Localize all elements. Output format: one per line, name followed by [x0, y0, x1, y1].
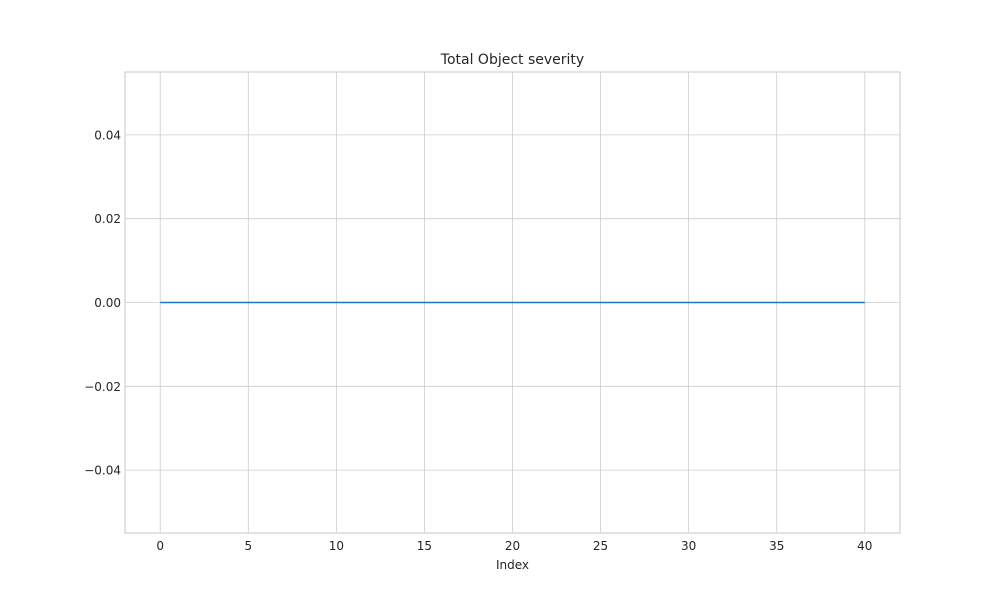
x-axis-label: Index — [496, 558, 529, 572]
y-tick-label: 0.00 — [94, 296, 121, 310]
y-tick-label: 0.04 — [94, 128, 121, 142]
x-tick-label: 0 — [156, 539, 164, 553]
tick-layer: 0 5 10 15 20 25 30 35 40 −0.04 −0.02 0.00 0.02 0.04 — [84, 128, 872, 553]
plot-frame — [124, 71, 901, 534]
x-tick-label: 30 — [681, 539, 696, 553]
chart-title: Total Object severity — [440, 52, 584, 68]
x-tick-label: 40 — [857, 539, 872, 553]
y-tick-label: −0.04 — [84, 464, 121, 478]
y-tick-label: 0.02 — [94, 212, 121, 226]
x-tick-label: 35 — [769, 539, 784, 553]
x-tick-label: 5 — [244, 539, 252, 553]
x-tick-label: 15 — [417, 539, 432, 553]
y-tick-label: −0.02 — [84, 380, 121, 394]
x-tick-label: 10 — [329, 539, 344, 553]
x-tick-label: 20 — [505, 539, 520, 553]
x-tick-label: 25 — [593, 539, 608, 553]
